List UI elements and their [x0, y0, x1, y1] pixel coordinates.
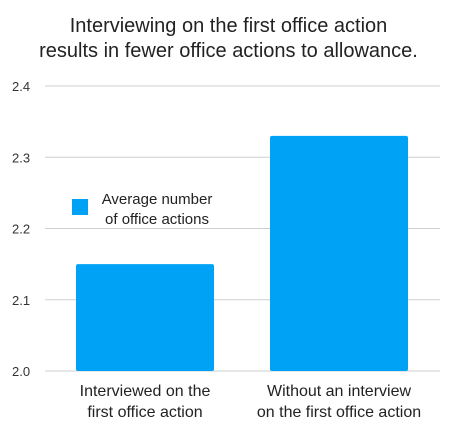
bar: [270, 135, 408, 371]
bar: [76, 264, 214, 371]
y-tick-label: 2.3: [12, 150, 30, 165]
x-category-label: Interviewed on the: [80, 383, 211, 400]
chart-title-line-2: results in fewer office actions to allow…: [39, 40, 418, 62]
y-tick-label: 2.2: [12, 222, 30, 237]
legend-swatch: [72, 199, 88, 215]
y-tick-label: 2.4: [12, 79, 30, 94]
x-category-label: first office action: [87, 404, 202, 421]
y-tick-label: 2.0: [12, 364, 30, 379]
legend-label: of office actions: [105, 211, 209, 228]
x-category-label: on the first office action: [257, 404, 421, 421]
y-tick-label: 2.1: [12, 293, 30, 308]
x-category-label: Without an interview: [267, 383, 412, 400]
legend-label: Average number: [102, 191, 213, 208]
chart-title-line-1: Interviewing on the first office action: [69, 15, 388, 37]
chart-title: Interviewing on the first office action …: [0, 14, 457, 64]
